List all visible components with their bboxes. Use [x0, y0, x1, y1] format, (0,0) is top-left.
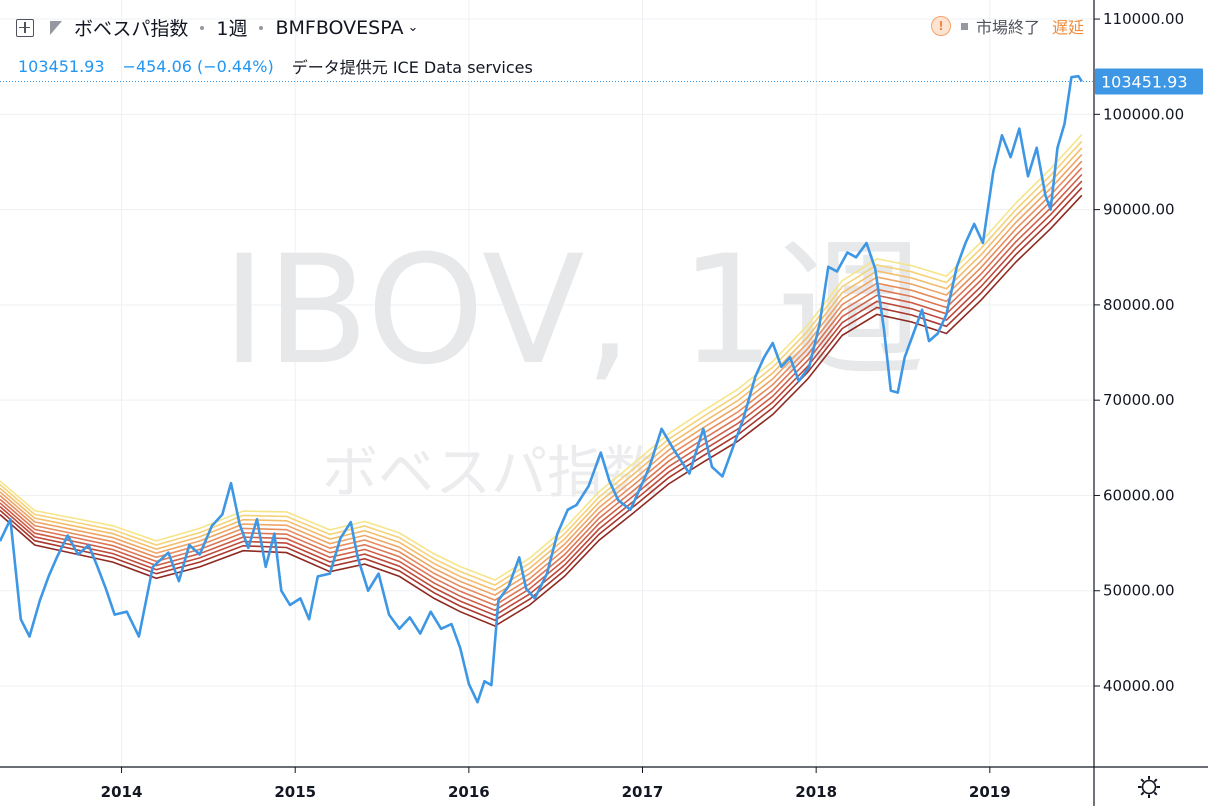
status-square-icon	[960, 22, 968, 30]
delay-label: 遅延	[1051, 18, 1084, 37]
market-status-label: 市場終了	[975, 18, 1040, 37]
data-provider: データ提供元 ICE Data services	[291, 58, 533, 77]
ma-line	[0, 180, 1083, 617]
ma-line	[0, 140, 1083, 586]
chart-grid	[0, 0, 1094, 767]
x-tick-label: 2018	[795, 783, 837, 801]
x-tick-label: 2017	[622, 783, 664, 801]
legend-values-row: 103451.93 −454.06 (−0.44%) データ提供元 ICE Da…	[18, 54, 533, 78]
y-tick-label: 100000.00	[1103, 105, 1184, 123]
separator	[259, 25, 264, 30]
last-value: 103451.93	[18, 56, 105, 76]
separator	[200, 25, 205, 30]
y-tick-label: 90000.00	[1103, 201, 1175, 219]
ma-line	[0, 147, 1083, 591]
watermark-description: ボベスパ指数	[322, 441, 659, 506]
ma-line	[0, 160, 1083, 601]
x-tick-label: 2015	[274, 783, 316, 801]
exclamation-icon[interactable]: !	[930, 16, 951, 36]
ma-line	[0, 194, 1083, 627]
symbol-label[interactable]: BMFBOVESPA	[275, 16, 404, 39]
last-price-tag-label: 103451.93	[1101, 72, 1188, 91]
price-line	[0, 74, 1083, 704]
price-axis[interactable]: 110000.00 100000.00 90000.00 80000.00 70000.…	[1094, 10, 1184, 695]
watermark-symbol: IBOV, 1週	[222, 224, 925, 398]
market-status[interactable]: ! 市場終了 遅延	[930, 14, 1084, 38]
series-title: ボベスパ指数	[74, 18, 189, 40]
flag-icon[interactable]	[48, 20, 64, 36]
chevron-down-icon[interactable]: ⌄	[407, 20, 419, 35]
price-series	[0, 74, 1083, 704]
gear-icon[interactable]	[1138, 776, 1160, 798]
x-tick-label: 2014	[101, 783, 143, 801]
ma-line	[0, 187, 1083, 622]
last-price-tag: 103451.93	[1095, 68, 1203, 95]
y-tick-label: 70000.00	[1103, 391, 1175, 409]
y-tick-label: 40000.00	[1103, 677, 1175, 695]
legend-title-row: ボベスパ指数 1週 BMFBOVESPA ⌄	[16, 14, 418, 41]
ma-line	[0, 134, 1083, 581]
last-price-tag-bg	[1095, 68, 1203, 95]
y-tick-label: 60000.00	[1103, 486, 1175, 504]
interval-label[interactable]: 1週	[216, 18, 248, 40]
y-tick-label: 80000.00	[1103, 296, 1175, 314]
change-value: −454.06 (−0.44%)	[122, 56, 274, 76]
x-tick-label: 2016	[448, 783, 490, 801]
ma-line	[0, 154, 1083, 596]
ma-line	[0, 167, 1083, 607]
y-tick-label: 110000.00	[1103, 10, 1184, 28]
x-tick-label: 2019	[969, 783, 1011, 801]
time-axis[interactable]: 2014 2015 2016 2017 2018 2019	[101, 767, 1011, 801]
expand-icon[interactable]	[16, 18, 34, 37]
y-tick-label: 50000.00	[1103, 582, 1175, 600]
